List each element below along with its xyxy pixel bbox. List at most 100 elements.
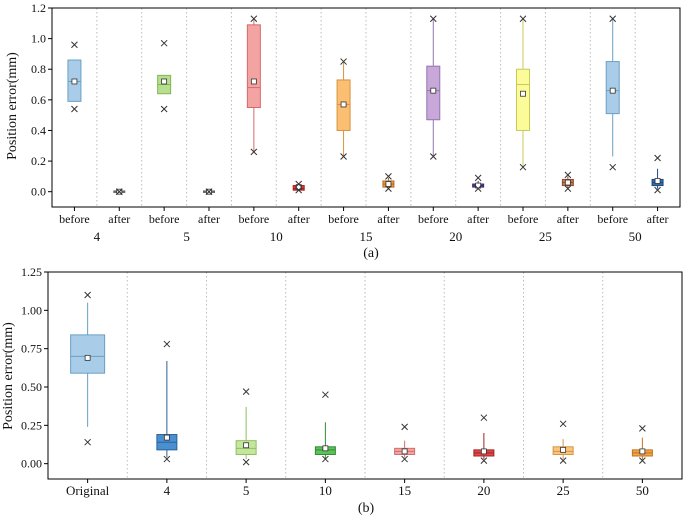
panel-a-20-before-mean <box>430 87 437 94</box>
panel-a-sublabel: before <box>328 212 359 226</box>
panel-b-Original-max-marker <box>84 291 91 299</box>
panel-a-50-before-max-marker <box>609 15 617 23</box>
panel-b: Original 4 5 10 15 20 25 50 0.00 0.25 0.50 0.75 1.00… <box>1 265 683 516</box>
panel-a-50-before-mean <box>609 87 616 94</box>
panel-a-4-before-min-marker <box>71 105 78 113</box>
panel-a-plot: before after before after before after before a… <box>31 1 681 244</box>
panel-a-10-before-mean <box>250 78 257 85</box>
panel-b-4-max-marker <box>163 340 171 348</box>
panel-a-ytick-label: 0.4 <box>31 123 46 137</box>
panel-a-group-label: 50 <box>629 229 642 244</box>
panel-b-5-mean <box>243 442 250 449</box>
panel-b-20-min-marker <box>480 457 488 464</box>
panel-a-15-before-min-marker <box>340 153 347 160</box>
panel-b-category-label: 50 <box>636 483 649 498</box>
panel-a-5-before-mean <box>161 78 168 85</box>
panel-b-plot: Original 4 5 10 15 20 25 50 0.00 0.25 0.50 0.75 1.00… <box>21 265 683 498</box>
panel-a-10-after-max-marker <box>295 180 303 188</box>
panel-a-20-before-max-marker <box>429 15 437 23</box>
panel-a-25-before-box <box>516 68 530 131</box>
panel-b-25-mean <box>560 446 567 453</box>
panel-a-ytick-label: 0.2 <box>31 154 46 168</box>
panel-a-15-before-max-marker <box>340 58 347 65</box>
panel-a-20-after-min-marker <box>474 185 482 192</box>
panel-b-ytick-label: 0.50 <box>21 380 42 394</box>
panel-b-4-mean <box>163 434 170 441</box>
panel-a-20-before-min-marker <box>429 153 437 160</box>
panel-a-15-after-max-marker <box>385 173 392 180</box>
panel-b-25-max-marker <box>559 420 567 428</box>
panel-b-10-mean <box>322 445 329 452</box>
panel-a-caption: (a) <box>363 246 379 261</box>
panel-a-sublabel: after <box>467 212 489 226</box>
panel-a-25-before-mean <box>520 90 526 97</box>
panel-b-ytick-label: 1.25 <box>21 265 42 279</box>
panel-b-ytick-label: 0.25 <box>21 418 42 432</box>
panel-a-sublabel: after <box>647 212 669 226</box>
panel-b-caption: (b) <box>358 501 375 516</box>
panel-a-50-after-mean <box>654 178 661 184</box>
panel-a-group-label: 4 <box>94 229 101 244</box>
panel-a-sublabel: after <box>557 212 579 226</box>
panel-b-50-min-marker <box>639 457 646 464</box>
panel-b-25-min-marker <box>559 457 567 464</box>
panel-a-group-label: 5 <box>183 229 190 244</box>
panel-a-10-after-min-marker <box>295 186 303 194</box>
panel-a-5-after-min-marker <box>205 188 213 196</box>
panel-a-sublabel: after <box>377 212 399 226</box>
panel-a-sublabel: before <box>508 212 539 226</box>
panel-b-50-mean <box>639 448 646 455</box>
panel-b-20-mean <box>480 448 487 455</box>
panel-a-sublabel: after <box>108 212 130 226</box>
panel-a-sublabel: before <box>149 212 180 226</box>
panel-b-Original-mean <box>84 354 91 361</box>
panel-b-ytick-label: 0.00 <box>21 457 42 471</box>
panel-a-sublabel: after <box>198 212 220 226</box>
panel-b-10-max-marker <box>322 391 329 399</box>
panel-a-5-before-min-marker <box>160 105 168 113</box>
panel-b-50-max-marker <box>639 425 646 432</box>
panel-a-group-label: 10 <box>270 229 283 244</box>
panel-a-25-after-max-marker <box>564 171 572 179</box>
panel-a-15-after-min-marker <box>385 185 392 192</box>
panel-a-10-before-min-marker <box>250 148 258 156</box>
panel-a-25-before-min-marker <box>519 163 527 171</box>
panel-b-Original-box <box>70 334 106 374</box>
panel-a-sublabel: after <box>288 212 310 226</box>
panel-b-category-label: 10 <box>319 483 332 498</box>
panel-b-20-max-marker <box>480 414 488 422</box>
panel-a-frame <box>51 7 681 208</box>
panel-b-5-min-marker <box>242 458 250 466</box>
panel-a-sublabel: before <box>597 212 628 226</box>
panel-a-ytick-label: 1.0 <box>31 32 46 46</box>
panel-a-4-before-max-marker <box>71 41 78 49</box>
panel-a-50-after-min-marker <box>654 186 661 194</box>
panel-a-ytick-label: 0.6 <box>31 93 46 107</box>
panel-a-ytick-label: 1.2 <box>31 1 46 15</box>
panel-b-category-label: 15 <box>398 483 411 498</box>
panel-a-sublabel: before <box>59 212 90 226</box>
panel-b-category-label: 4 <box>164 483 171 498</box>
panel-b-frame <box>47 271 683 480</box>
panel-b-Original-min-marker <box>84 438 91 446</box>
panel-a-group-label: 25 <box>539 229 552 244</box>
panel-a-ytick-label: 0.8 <box>31 62 46 76</box>
panel-b-ytick-label: 1.00 <box>21 303 42 317</box>
panel-b-ytick-label: 0.75 <box>21 342 42 356</box>
panel-a-ylabel: Position error(mm) <box>5 52 20 160</box>
panel-a-50-before-box <box>605 61 620 115</box>
panel-a-25-before-max-marker <box>519 15 527 23</box>
panel-a-25-after-mean <box>564 179 571 186</box>
panel-a-20-after-max-marker <box>474 174 482 182</box>
panel-b-10-min-marker <box>322 455 329 463</box>
panel-b-4-min-marker <box>163 455 171 463</box>
panel-a-4-after-min-marker <box>115 188 123 196</box>
panel-a-10-before-box <box>246 24 261 108</box>
panel-a-10-before-max-marker <box>250 15 258 23</box>
panel-b-category-label: 25 <box>557 483 570 498</box>
panel-b-5-max-marker <box>242 388 250 395</box>
panel-a-5-before-max-marker <box>160 39 168 47</box>
panel-a-sublabel: before <box>239 212 270 226</box>
panel-b-category-label: 20 <box>477 483 490 498</box>
